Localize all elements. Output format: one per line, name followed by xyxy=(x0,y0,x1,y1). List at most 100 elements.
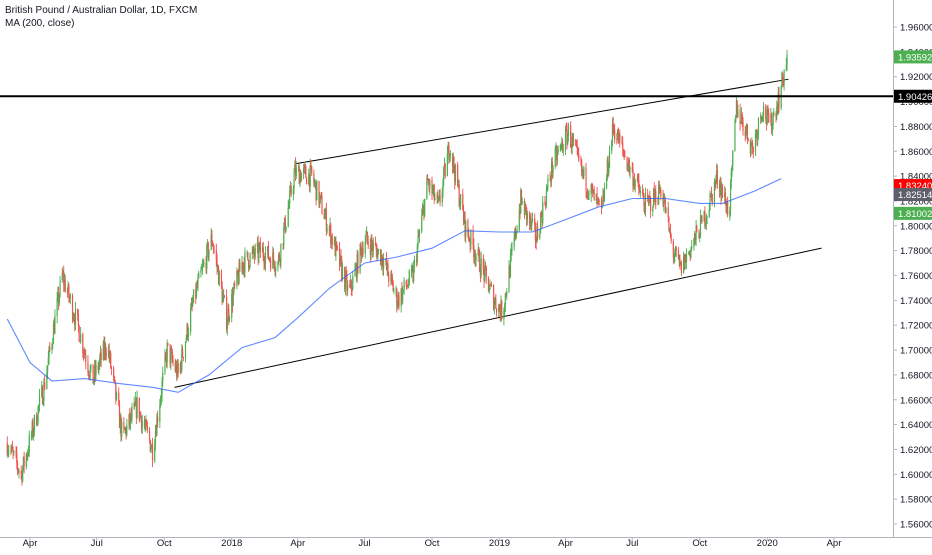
candle-body xyxy=(408,270,410,285)
candle-body xyxy=(690,248,692,257)
candle-body xyxy=(338,247,341,267)
candle-body xyxy=(703,211,705,222)
candle-body xyxy=(478,249,480,253)
y-tick-label: 1.88000 xyxy=(900,122,932,133)
price-badge xyxy=(894,206,932,220)
candle-body xyxy=(462,210,465,222)
candle-body xyxy=(335,241,337,257)
candle-body xyxy=(418,235,420,237)
candle-body xyxy=(590,184,592,195)
candle-body xyxy=(217,267,219,269)
candle-body xyxy=(608,150,611,168)
candle-body xyxy=(314,182,316,184)
candle-body xyxy=(99,358,101,365)
candle-body xyxy=(184,342,187,358)
candle-body xyxy=(520,190,522,213)
indicator-label[interactable]: MA (200, close) xyxy=(5,18,75,29)
candle-body xyxy=(670,235,672,242)
candle-body xyxy=(385,259,387,261)
candle-body xyxy=(300,173,302,182)
candle-body xyxy=(165,355,168,363)
x-tick-label: Apr xyxy=(827,538,842,549)
candle-body xyxy=(616,129,619,140)
candle-body xyxy=(206,244,208,269)
candle-body xyxy=(336,246,338,248)
candle-body xyxy=(293,173,295,189)
candle-body xyxy=(36,422,38,425)
candle-body xyxy=(727,202,729,216)
candle-body xyxy=(108,349,110,359)
candle-body xyxy=(248,260,250,268)
candle-body xyxy=(724,192,727,204)
candle-body xyxy=(587,195,589,197)
candle-body xyxy=(74,319,76,326)
candle-body xyxy=(31,422,33,435)
candle-body xyxy=(735,100,738,117)
candle-body xyxy=(30,434,33,436)
candle-body xyxy=(195,285,198,298)
candle-body xyxy=(166,342,168,363)
candle-body xyxy=(370,239,372,256)
candle-body xyxy=(650,197,652,212)
candle-body xyxy=(526,207,528,221)
price-badge xyxy=(894,50,932,64)
candle-body xyxy=(547,178,549,188)
candle-body xyxy=(59,280,61,296)
candle-body xyxy=(550,178,552,181)
candle-body xyxy=(480,258,482,276)
candle-body xyxy=(540,213,542,216)
channel-upper-trendline[interactable] xyxy=(296,78,789,165)
candle-body xyxy=(647,194,649,199)
candle-body xyxy=(685,254,687,262)
candle-body xyxy=(155,431,157,436)
candle-body xyxy=(673,256,675,258)
candle-body xyxy=(443,167,445,181)
candle-body xyxy=(320,195,322,197)
candle-body xyxy=(773,112,775,116)
candle-body xyxy=(622,149,625,153)
y-tick-label: 1.72000 xyxy=(900,321,932,332)
candle-body xyxy=(272,252,275,262)
candle-body xyxy=(437,195,439,199)
candle-body xyxy=(207,243,209,258)
candle-body xyxy=(146,420,148,427)
candle-body xyxy=(457,164,459,186)
candle-body xyxy=(88,372,90,376)
candle-body xyxy=(713,181,716,203)
candle-body xyxy=(627,159,630,167)
candle-body xyxy=(485,267,487,277)
candle-body xyxy=(488,289,490,292)
candle-body xyxy=(33,415,36,431)
candle-body xyxy=(226,321,228,330)
candle-body xyxy=(402,289,404,302)
channel-lower-trendline[interactable] xyxy=(174,247,822,388)
candle-body xyxy=(746,124,749,139)
candle-body xyxy=(120,416,122,437)
candle-body xyxy=(695,226,697,240)
candle-body xyxy=(256,242,259,247)
candle-body xyxy=(64,279,66,292)
candle-body xyxy=(77,314,80,326)
candle-body xyxy=(688,252,690,255)
candle-body xyxy=(482,258,484,270)
candle-body xyxy=(251,251,253,255)
candle-body xyxy=(699,216,702,238)
candle-body xyxy=(747,138,749,141)
candle-body xyxy=(385,259,388,270)
candle-body xyxy=(345,272,347,276)
y-tick-label: 1.58000 xyxy=(900,495,932,506)
candle-body xyxy=(597,199,599,201)
candle-body xyxy=(179,362,181,373)
candle-body xyxy=(156,416,158,436)
candle-body xyxy=(693,238,695,247)
candle-body xyxy=(8,450,10,452)
candle-body xyxy=(423,205,425,217)
y-tick-label: 1.64000 xyxy=(900,420,932,431)
y-tick-label: 1.68000 xyxy=(900,370,932,381)
candle-body xyxy=(82,352,85,354)
symbol-title[interactable]: British Pound / Australian Dollar, 1D, F… xyxy=(5,5,198,16)
candle-body xyxy=(366,231,368,236)
